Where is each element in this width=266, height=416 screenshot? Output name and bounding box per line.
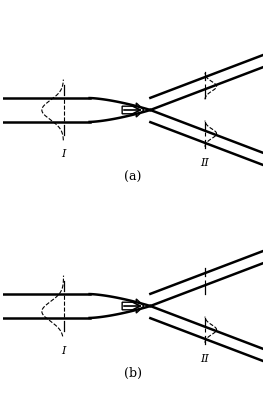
Text: II: II	[200, 158, 209, 168]
FancyArrow shape	[122, 299, 144, 313]
Text: I: I	[61, 149, 66, 159]
Text: I: I	[61, 346, 66, 356]
Text: (b): (b)	[124, 367, 142, 380]
FancyArrow shape	[122, 103, 144, 117]
Text: II: II	[200, 354, 209, 364]
Text: (a): (a)	[124, 171, 142, 184]
